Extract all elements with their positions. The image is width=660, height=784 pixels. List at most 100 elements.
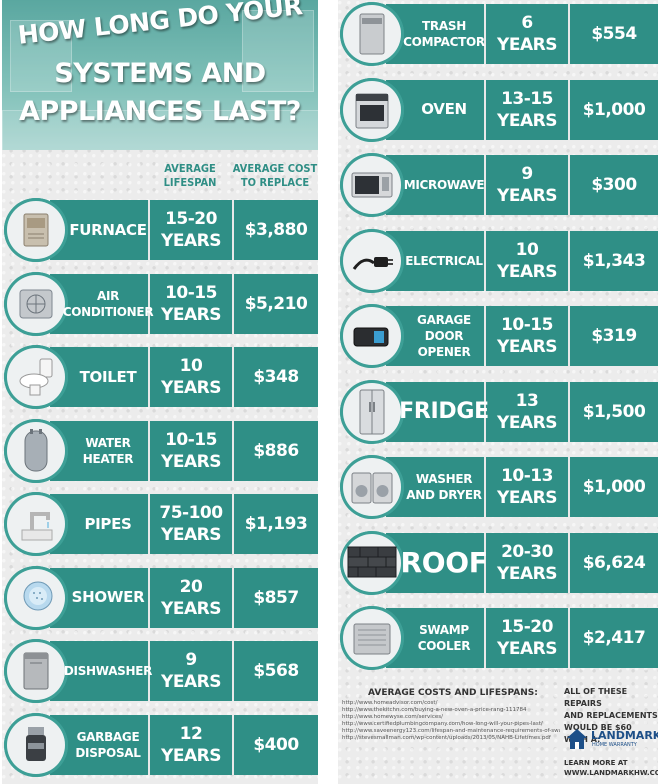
oven-icon bbox=[343, 80, 401, 139]
item-image bbox=[4, 712, 68, 777]
item-name-line: COMPACTOR bbox=[403, 35, 485, 49]
row-bar bbox=[386, 608, 658, 668]
row-bar bbox=[50, 714, 318, 775]
item-cost: $5,210 bbox=[244, 293, 308, 314]
item-name-line: ROOF bbox=[400, 546, 488, 579]
source-link[interactable]: http://stevesmallman.com/wp-content/uplo… bbox=[342, 735, 551, 741]
lifespan-line: 10-13 bbox=[501, 466, 553, 486]
item-cost: $300 bbox=[591, 175, 637, 195]
learn-more: LEARN MORE AT WWW.LANDMARKHW.COM bbox=[564, 758, 658, 778]
swamp-cooler-icon bbox=[343, 609, 401, 667]
cell-divider bbox=[232, 420, 234, 481]
left-column: HOW LONG DO YOUR SYSTEMS AND APPLIANCES … bbox=[2, 0, 318, 784]
website-link[interactable]: WWW.LANDMARKHW.COM bbox=[564, 769, 658, 777]
cell-divider bbox=[232, 714, 234, 775]
sources-list: http://www.homeadvisor.com/cost/http://w… bbox=[342, 700, 560, 742]
cell-divider bbox=[148, 714, 150, 775]
item-image bbox=[4, 198, 68, 262]
item-cost: $1,000 bbox=[582, 99, 646, 120]
shower-head-icon bbox=[7, 568, 65, 627]
item-name: MICROWAVE bbox=[403, 155, 485, 215]
lifespan-header: AVERAGE LIFESPAN bbox=[150, 162, 230, 190]
item-lifespan: 10-15 YEARS bbox=[486, 306, 568, 366]
cell-divider bbox=[148, 200, 150, 260]
source-link[interactable]: http://www.thekitchn.com/buying-a-new-ov… bbox=[342, 707, 527, 713]
cell-divider bbox=[148, 273, 150, 334]
lifespan-line: 9 bbox=[521, 164, 533, 184]
cell-divider bbox=[484, 4, 486, 64]
house-logo-icon bbox=[567, 729, 587, 749]
item-name-line: GARBAGE bbox=[76, 729, 140, 744]
item-image bbox=[4, 271, 68, 336]
item-name: SWAMP COOLER bbox=[404, 608, 484, 668]
table-row: FRIDGE 13 YEARS $1,500 bbox=[338, 378, 658, 446]
item-name-line: MICROWAVE bbox=[403, 178, 485, 192]
row-bar bbox=[386, 532, 658, 593]
item-name-line: COOLER bbox=[417, 639, 471, 653]
item-name: ROOF bbox=[400, 533, 487, 593]
cell-divider bbox=[484, 532, 486, 593]
logo-subtext: HOME WARRANTY bbox=[592, 742, 637, 748]
item-cost: $1,000 bbox=[582, 477, 646, 497]
item-name-line: WATER bbox=[85, 435, 131, 450]
item-cost: $2,417 bbox=[582, 628, 646, 648]
item-name: OVEN bbox=[404, 80, 484, 140]
cell-divider bbox=[232, 200, 234, 260]
row-bar bbox=[50, 200, 318, 260]
cell-divider bbox=[232, 273, 234, 334]
cell-divider bbox=[484, 230, 486, 291]
item-image bbox=[340, 153, 404, 217]
item-name-line: SHOWER bbox=[71, 588, 145, 606]
table-row: WATER HEATER 10-15 YEARS $886 bbox=[2, 417, 318, 485]
lifespan-header-line: LIFESPAN bbox=[163, 176, 217, 189]
source-link[interactable]: http://www.certifiedplumbingcompany.com/… bbox=[342, 721, 543, 727]
cell-divider bbox=[568, 230, 570, 291]
right-column: TRASH COMPACTOR 6 YEARS $554 OVEN 13-15 YEARS $1… bbox=[338, 0, 658, 784]
item-lifespan: 6 YEARS bbox=[486, 4, 568, 64]
lifespan-line: YEARS bbox=[497, 488, 557, 508]
item-cost: $348 bbox=[253, 367, 299, 387]
item-name-line: DISPOSAL bbox=[75, 745, 141, 760]
cell-divider bbox=[568, 306, 570, 366]
plug-icon bbox=[343, 231, 401, 290]
item-name-line: ELECTRICAL bbox=[405, 253, 483, 268]
item-lifespan: 10-15 YEARS bbox=[150, 274, 232, 334]
lifespan-line: YEARS bbox=[161, 304, 221, 325]
lifespan-line: 20 bbox=[179, 576, 203, 597]
item-lifespan: 9 YEARS bbox=[150, 641, 232, 701]
cell-divider bbox=[568, 155, 570, 215]
promo-line: ALL OF THESE REPAIRS bbox=[564, 687, 628, 708]
row-bar bbox=[50, 347, 318, 407]
item-name-line: PIPES bbox=[84, 514, 132, 533]
item-name: FURNACE bbox=[68, 200, 148, 260]
source-link[interactable]: http://www.homewyse.com/services/ bbox=[342, 714, 443, 720]
furnace-icon bbox=[7, 201, 65, 259]
item-lifespan: 10 YEARS bbox=[150, 347, 232, 407]
item-name: SHOWER bbox=[68, 568, 148, 628]
lifespan-line: 10 bbox=[179, 356, 203, 376]
cell-divider bbox=[148, 494, 150, 554]
item-lifespan: 13 YEARS bbox=[486, 382, 568, 442]
cell-divider bbox=[484, 381, 486, 442]
item-image bbox=[340, 77, 404, 142]
lifespan-line: YEARS bbox=[497, 639, 557, 659]
lifespan-line: YEARS bbox=[161, 378, 221, 398]
row-bar bbox=[50, 494, 318, 554]
item-name: AIR CONDITIONER bbox=[63, 274, 154, 334]
table-row: TRASH COMPACTOR 6 YEARS $554 bbox=[338, 0, 658, 68]
source-link[interactable]: http://www.homeadvisor.com/cost/ bbox=[342, 700, 438, 706]
cell-divider bbox=[568, 532, 570, 593]
item-lifespan: 20-30 YEARS bbox=[486, 533, 568, 593]
source-link[interactable]: http://www.saveenergy123.com/lifespan-an… bbox=[342, 728, 560, 734]
item-cost: $6,624 bbox=[582, 552, 646, 573]
item-image bbox=[340, 304, 404, 368]
item-cost: $1,500 bbox=[582, 401, 646, 422]
kitchen-counter bbox=[2, 110, 318, 150]
item-name-line: SWAMP bbox=[419, 623, 469, 637]
row-bar bbox=[50, 273, 318, 334]
item-image bbox=[340, 455, 404, 519]
row-bar bbox=[50, 420, 318, 481]
item-name: TOILET bbox=[68, 347, 148, 407]
row-bar bbox=[50, 641, 318, 701]
table-row: SWAMP COOLER 15-20 YEARS $2,417 bbox=[338, 604, 658, 672]
